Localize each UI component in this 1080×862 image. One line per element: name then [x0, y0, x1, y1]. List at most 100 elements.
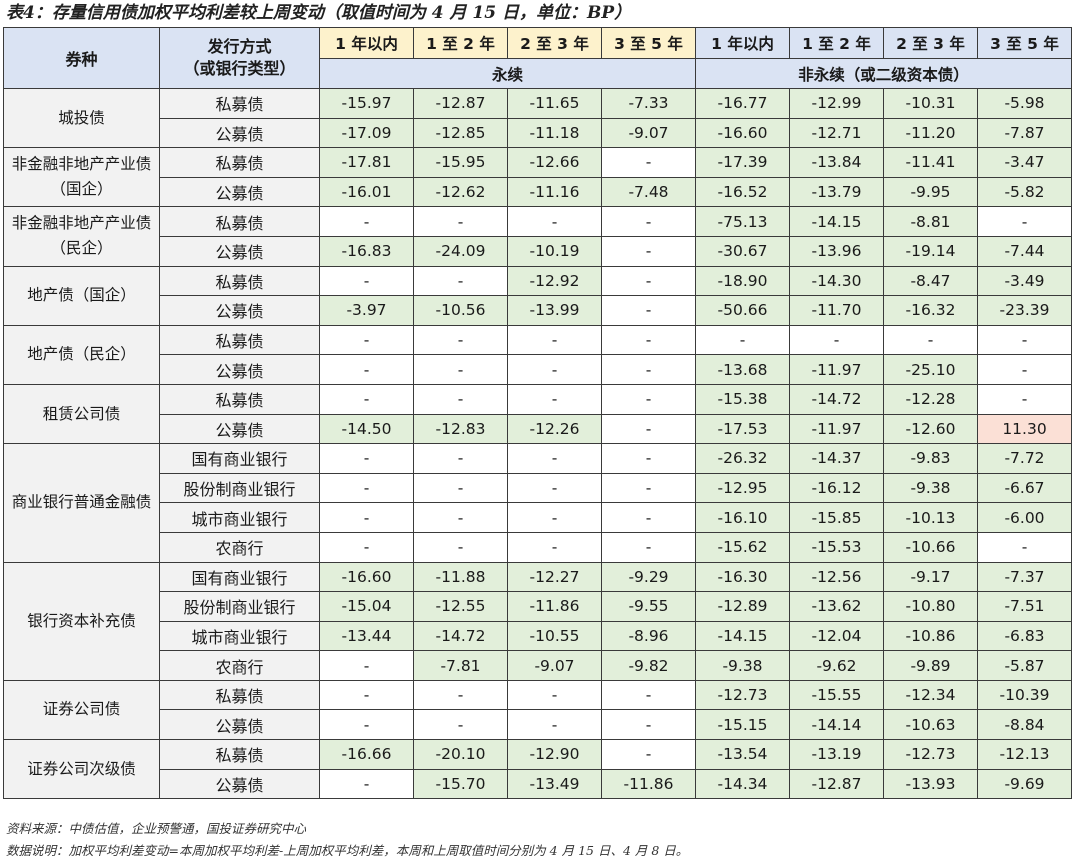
value-cell: -	[507, 354, 602, 385]
value-cell: -30.67	[695, 235, 790, 267]
value-cell: -	[413, 206, 508, 237]
value-cell: -3.97	[319, 295, 414, 326]
header-issue-type: 发行方式 （或银行类型）	[159, 27, 320, 89]
issue-type-cell: 城市商业银行	[159, 620, 320, 652]
value-cell: -15.38	[695, 383, 790, 415]
value-cell: -24.09	[413, 235, 508, 267]
value-cell: -	[319, 472, 414, 504]
value-cell: -	[601, 295, 696, 326]
spread-change-table: 券种 发行方式 （或银行类型） 1 年以内 1 至 2 年 2 至 3 年 3 …	[3, 26, 1072, 800]
issue-type-cell: 公募债	[159, 354, 320, 385]
value-cell: -12.55	[413, 591, 508, 622]
value-cell: -	[507, 531, 602, 563]
value-cell: -6.67	[977, 472, 1072, 504]
value-cell: -14.30	[789, 265, 884, 297]
table-row: 城市商业银行 -13.44 -14.72 -10.55 -8.96 -14.15 -12.0…	[4, 620, 1072, 652]
value-cell: 11.30	[977, 413, 1072, 445]
issue-type-cell: 私募债	[159, 324, 320, 356]
value-cell: -15.95	[413, 147, 508, 178]
value-cell: -17.09	[319, 117, 414, 149]
value-cell: -	[319, 531, 414, 563]
table-body: 城投债 私募债 -15.97 -12.87 -11.65 -7.33 -16.77 -12.9…	[3, 87, 1072, 800]
value-cell: -	[319, 265, 414, 297]
value-cell: -11.65	[507, 88, 602, 119]
value-cell: -12.27	[507, 561, 602, 593]
value-cell: -16.32	[883, 295, 978, 326]
value-cell: -13.99	[507, 295, 602, 326]
value-cell: -13.84	[789, 147, 884, 178]
header-period: 1 至 2 年	[413, 26, 508, 60]
value-cell: -	[413, 531, 508, 563]
value-cell: -7.72	[977, 443, 1072, 474]
header-period: 1 至 2 年	[789, 26, 884, 60]
value-cell: -	[319, 443, 414, 474]
header-issue-type-line1: 发行方式	[207, 37, 272, 56]
value-cell: -12.73	[695, 679, 790, 711]
issue-type-cell: 私募债	[159, 383, 320, 415]
value-cell: -13.49	[507, 768, 602, 800]
value-cell: -	[507, 383, 602, 415]
value-cell: -10.19	[507, 235, 602, 267]
value-cell: -	[601, 413, 696, 445]
value-cell: -	[601, 206, 696, 237]
value-cell: -	[319, 679, 414, 711]
table-row: 股份制商业银行 - - - - -12.95 -16.12 -9.38 -6.67	[4, 472, 1072, 504]
value-cell: -11.18	[507, 117, 602, 149]
value-cell: -7.44	[977, 235, 1072, 267]
value-cell: -9.29	[601, 561, 696, 593]
table-row: 地产债（国企） 私募债 - - -12.92- -18.90 -14.30 -8.47 -3.4…	[3, 265, 1072, 326]
value-cell: -	[413, 354, 508, 385]
issue-type-cell: 私募债	[159, 265, 320, 297]
issue-type-cell: 股份制商业银行	[159, 591, 320, 622]
value-cell: -17.53	[695, 413, 790, 445]
value-cell: -16.52	[695, 176, 790, 208]
value-cell: -14.50	[319, 413, 414, 445]
value-cell: -12.92	[507, 265, 602, 297]
value-cell: -19.14	[883, 235, 978, 267]
value-cell: -14.15	[789, 206, 884, 237]
value-cell: -	[695, 324, 790, 356]
value-cell: -12.87	[413, 88, 508, 119]
value-cell: -11.86	[507, 591, 602, 622]
value-cell: -12.34	[883, 679, 978, 711]
table-row: 公募债 -16.83 -24.09 -10.19- -30.67 -13.96 -19.14…	[4, 235, 1072, 267]
value-cell: -7.33	[601, 88, 696, 119]
value-cell: -16.60	[695, 117, 790, 149]
value-cell: -17.39	[695, 147, 790, 178]
value-cell: -15.04	[319, 591, 414, 622]
value-cell: -	[601, 531, 696, 563]
table-row: 公募债 -16.01 -12.62 -11.16 -7.48 -16.52 -13.79 -9…	[4, 176, 1072, 208]
value-cell: -7.48	[601, 176, 696, 208]
value-cell: -	[601, 354, 696, 385]
value-cell: -12.71	[789, 117, 884, 149]
value-cell: -	[601, 709, 696, 741]
value-cell: -13.93	[883, 768, 978, 800]
value-cell: -	[789, 324, 884, 356]
value-cell: -6.00	[977, 502, 1072, 533]
value-cell: -	[319, 650, 414, 681]
value-cell: -26.32	[695, 443, 790, 474]
table-row: 租赁公司债 私募债 - - - - -15.38 -14.72 -12.28-	[3, 383, 1072, 445]
value-cell: -50.66	[695, 295, 790, 326]
issue-type-cell: 公募债	[159, 235, 320, 267]
value-cell: -12.95	[695, 472, 790, 504]
value-cell: -14.72	[789, 383, 884, 415]
value-cell: -11.16	[507, 176, 602, 208]
value-cell: -13.62	[789, 591, 884, 622]
table-row: 公募债 -3.97 -10.56 -13.99- -50.66 -11.70 -16.32-…	[4, 295, 1072, 326]
value-cell: -	[319, 502, 414, 533]
issue-type-cell: 私募债	[159, 147, 320, 178]
issue-type-cell: 农商行	[159, 650, 320, 681]
category-cell: 银行资本补充债	[3, 561, 160, 681]
table-row: 公募债 - - - - -15.15 -14.14 -10.63 -8.84	[4, 709, 1072, 741]
value-cell: -20.10	[413, 739, 508, 770]
value-cell: -	[507, 709, 602, 741]
value-cell: -	[601, 383, 696, 415]
value-cell: -12.99	[789, 88, 884, 119]
value-cell: -	[319, 383, 414, 415]
header-group-perpetual: 永续	[319, 58, 696, 89]
header-period: 2 至 3 年	[507, 26, 602, 60]
issue-type-cell: 私募债	[159, 88, 320, 119]
value-cell: -7.81	[413, 650, 508, 681]
value-cell: -14.34	[695, 768, 790, 800]
